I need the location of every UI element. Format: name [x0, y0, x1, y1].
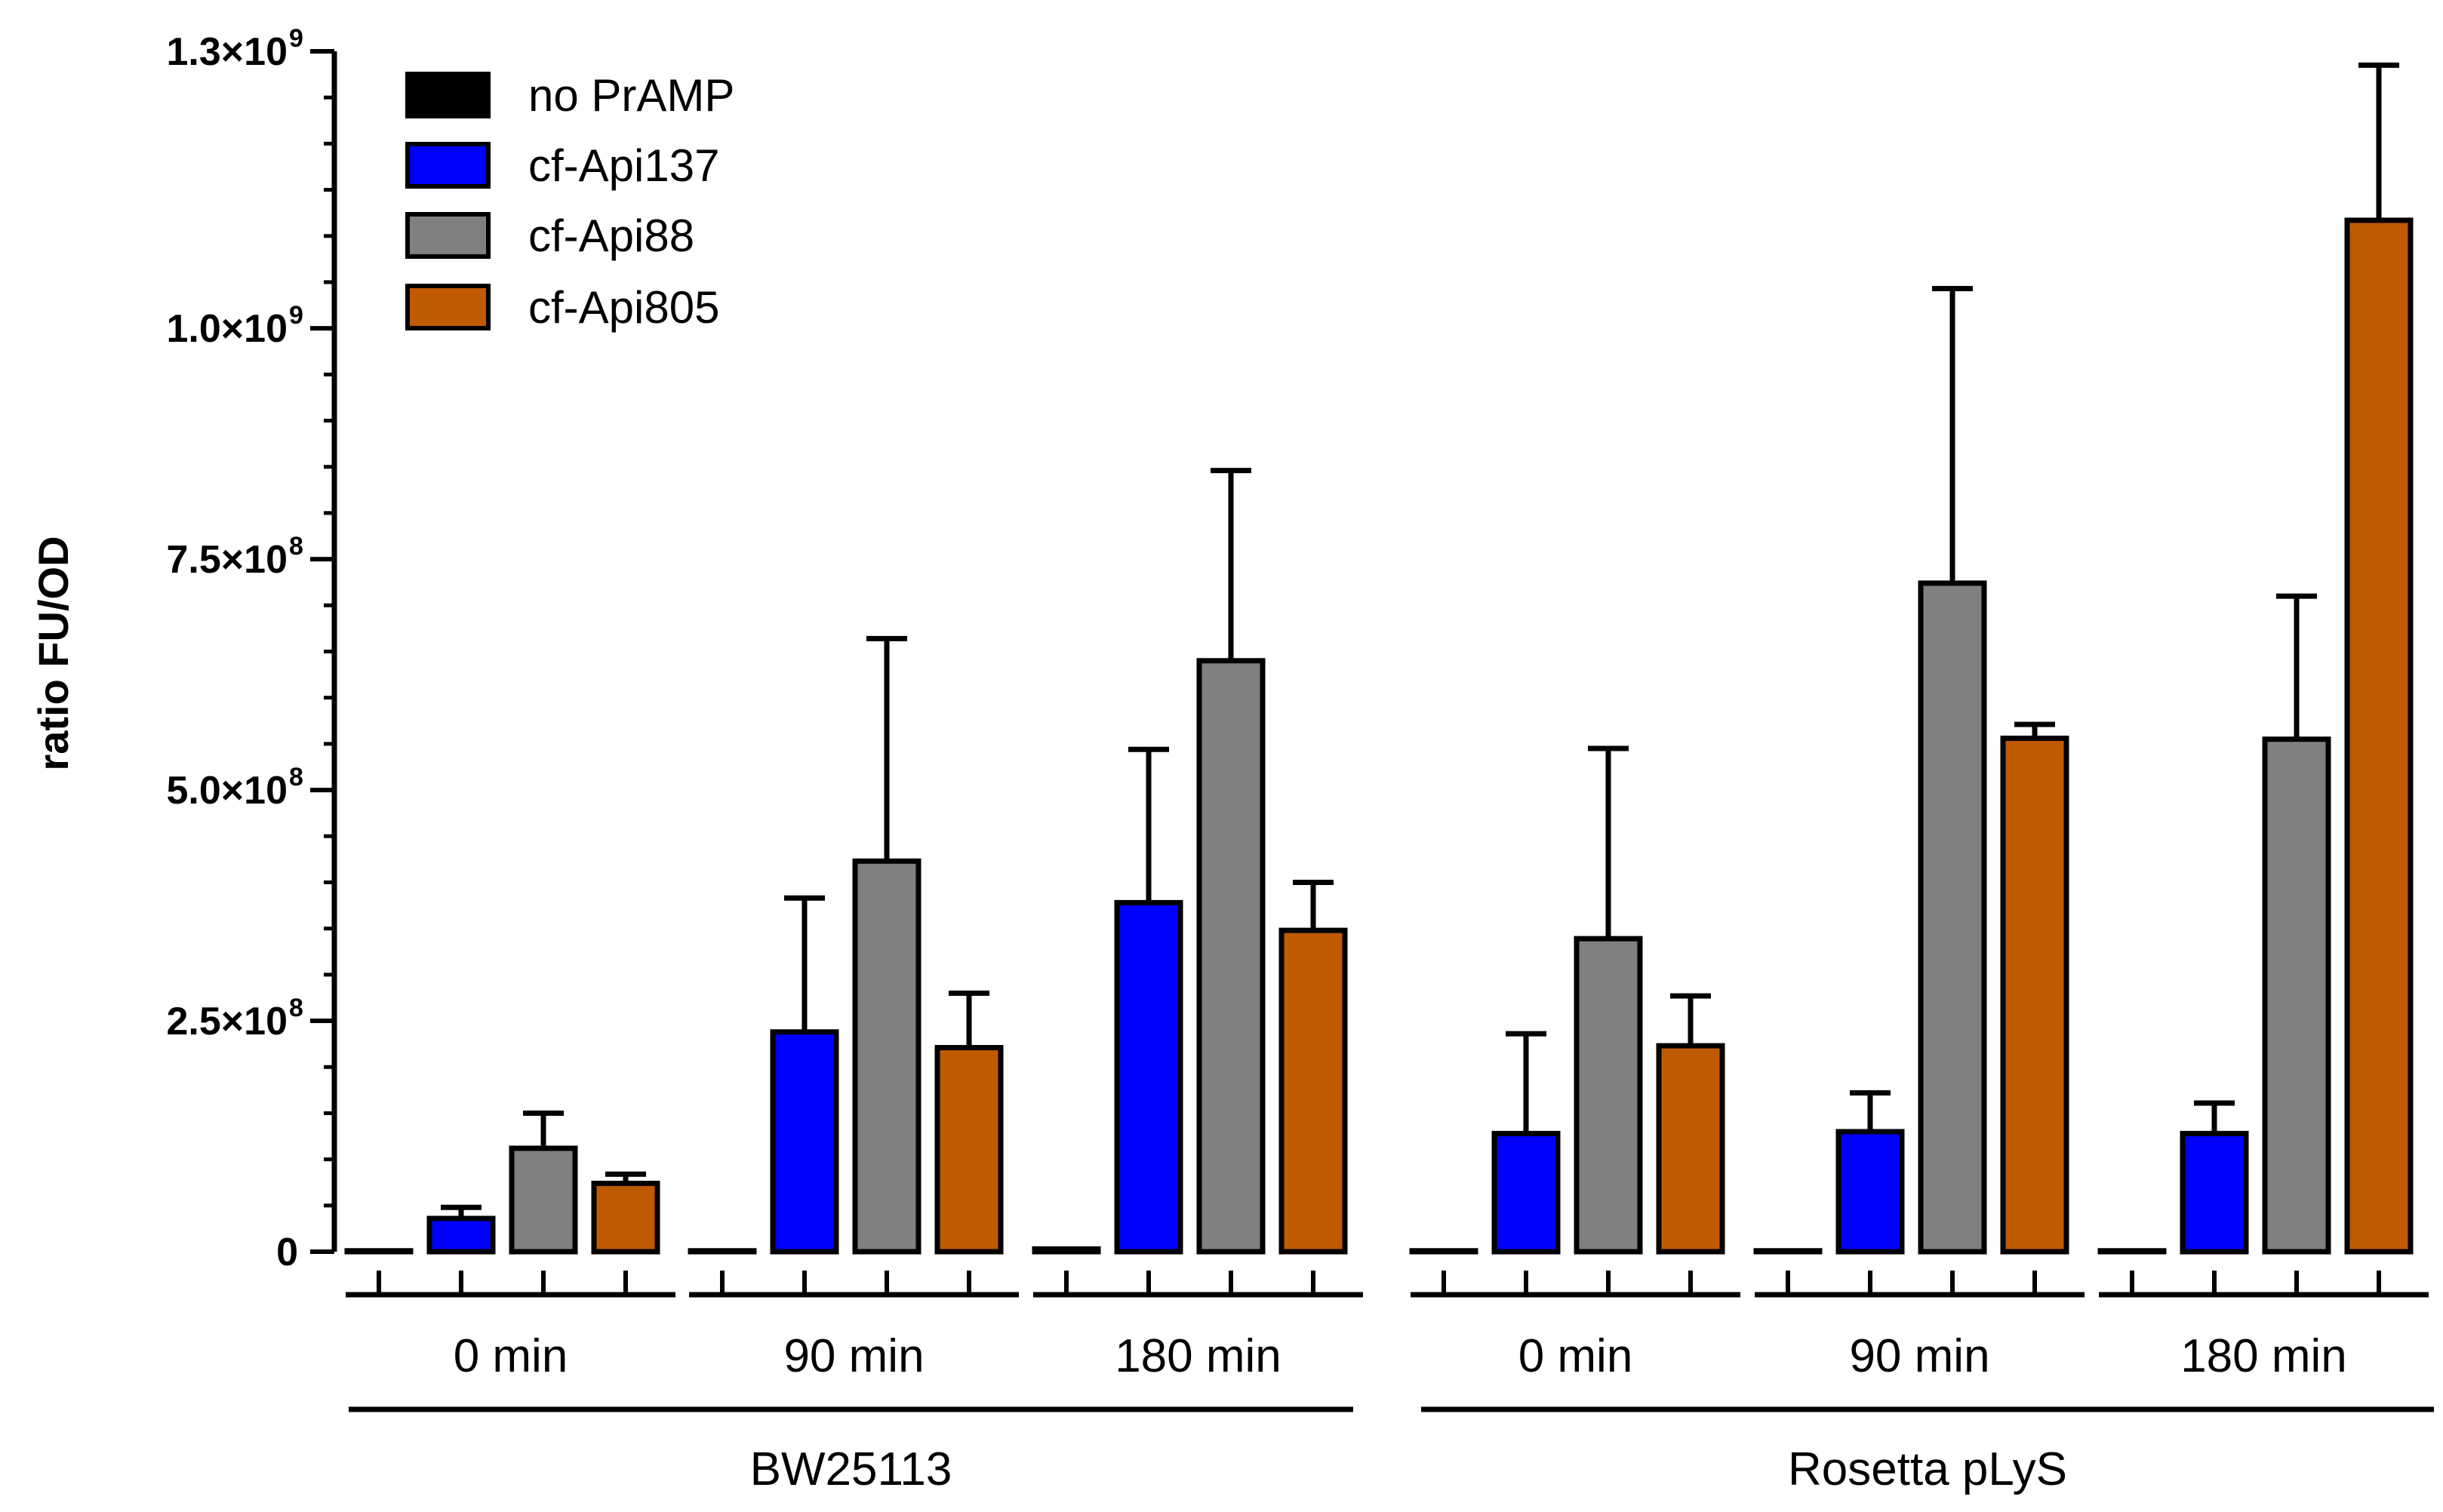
group-label: BW25113	[750, 1443, 952, 1495]
bar-cf-api137	[1491, 1130, 1561, 1255]
bar-no-pramp	[344, 1248, 414, 1255]
bar-cf-api88	[1574, 936, 1643, 1255]
legend-label: no PrAMP	[528, 70, 734, 121]
legend-swatch-cf-api88	[405, 212, 491, 259]
y-tick-label: 1.3×10	[167, 30, 288, 74]
bar-cf-api805	[591, 1180, 660, 1255]
bars	[344, 62, 2414, 1255]
bar-cf-api805	[2344, 217, 2414, 1255]
category-label: 0 min	[1518, 1330, 1633, 1382]
bar-cf-api137	[2180, 1130, 2249, 1255]
y-axis-label: ratio FU/OD	[29, 536, 77, 770]
bar-no-pramp	[1032, 1246, 1101, 1255]
bar-cf-api805	[1656, 1043, 1725, 1255]
bar-cf-api137	[1835, 1129, 1905, 1255]
y-tick-label: 7.5×10	[167, 538, 288, 582]
bar-cf-api805	[2000, 736, 2069, 1255]
y-axis: 02.5×10 85.0×10 87.5×10 81.0×10 91.3×10 9	[167, 24, 337, 1274]
bar-cf-api137	[770, 1029, 839, 1255]
group-label: Rosetta pLyS	[1788, 1443, 2067, 1495]
legend-swatch-cf-api805	[405, 284, 491, 330]
y-tick-label: 0	[276, 1231, 298, 1274]
bar-no-pramp	[2097, 1248, 2167, 1255]
bar-no-pramp	[1753, 1248, 1823, 1255]
bar-cf-api88	[852, 858, 922, 1255]
bar-cf-api805	[1278, 927, 1348, 1255]
y-tick-exponent: 9	[289, 24, 303, 53]
category-label: 90 min	[1849, 1330, 1989, 1382]
category-label: 90 min	[783, 1330, 924, 1382]
bar-cf-api805	[934, 1045, 1004, 1255]
y-tick-label: 5.0×10	[167, 769, 288, 813]
x-axis: 0 min 90 min 180 min 0 min 90 min 180 min BW25…	[346, 1271, 2434, 1495]
legend: no PrAMP cf-Api137 cf-Api88 cf-Api805	[405, 70, 734, 333]
y-tick-exponent: 9	[289, 301, 303, 330]
bar-cf-api88	[1918, 580, 1987, 1255]
category-label: 180 min	[1115, 1330, 1281, 1382]
legend-label: cf-Api805	[528, 282, 719, 333]
legend-swatch-cf-api137	[405, 142, 491, 189]
y-tick-exponent: 8	[289, 763, 303, 791]
bar-cf-api137	[426, 1215, 496, 1255]
bar-cf-api88	[2262, 736, 2331, 1255]
y-tick-exponent: 8	[289, 532, 303, 561]
y-tick-label: 1.0×10	[167, 307, 288, 351]
bar-cf-api88	[1196, 658, 1266, 1255]
category-label: 0 min	[454, 1330, 568, 1382]
bar-no-pramp	[1409, 1248, 1478, 1255]
bar-cf-api88	[509, 1145, 578, 1255]
bar-cf-api137	[1114, 899, 1183, 1255]
legend-label: cf-Api137	[528, 140, 719, 191]
category-label: 180 min	[2180, 1330, 2347, 1382]
y-tick-label: 2.5×10	[167, 1000, 288, 1043]
legend-label: cf-Api88	[528, 211, 694, 261]
y-tick-exponent: 8	[289, 994, 303, 1022]
bar-no-pramp	[688, 1248, 757, 1255]
legend-swatch-no-pramp	[405, 72, 491, 118]
